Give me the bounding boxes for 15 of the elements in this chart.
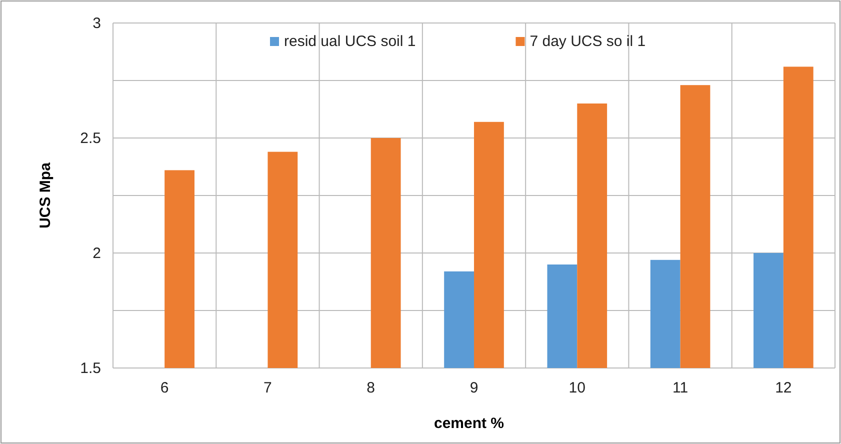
y-tick-label: 2	[92, 244, 101, 262]
x-tick-label: 10	[568, 380, 586, 397]
x-tick-label: 7	[264, 380, 272, 397]
legend-label: 7 day UCS so il 1	[530, 33, 646, 50]
y-tick-label: 3	[92, 14, 101, 32]
legend-label: resid ual UCS soil 1	[284, 33, 416, 50]
x-tick-label: 9	[470, 380, 478, 397]
x-tick-label: 11	[672, 380, 688, 397]
x-axis-title: cement %	[434, 415, 504, 432]
y-tick-label: 1.5	[80, 360, 101, 377]
y-tick-label: 2.5	[80, 130, 101, 147]
x-tick-label: 8	[366, 380, 376, 397]
x-tick-label: 6	[160, 380, 169, 397]
y-axis-title: UCS Mpa	[37, 162, 54, 228]
x-tick-label: 12	[775, 380, 792, 397]
